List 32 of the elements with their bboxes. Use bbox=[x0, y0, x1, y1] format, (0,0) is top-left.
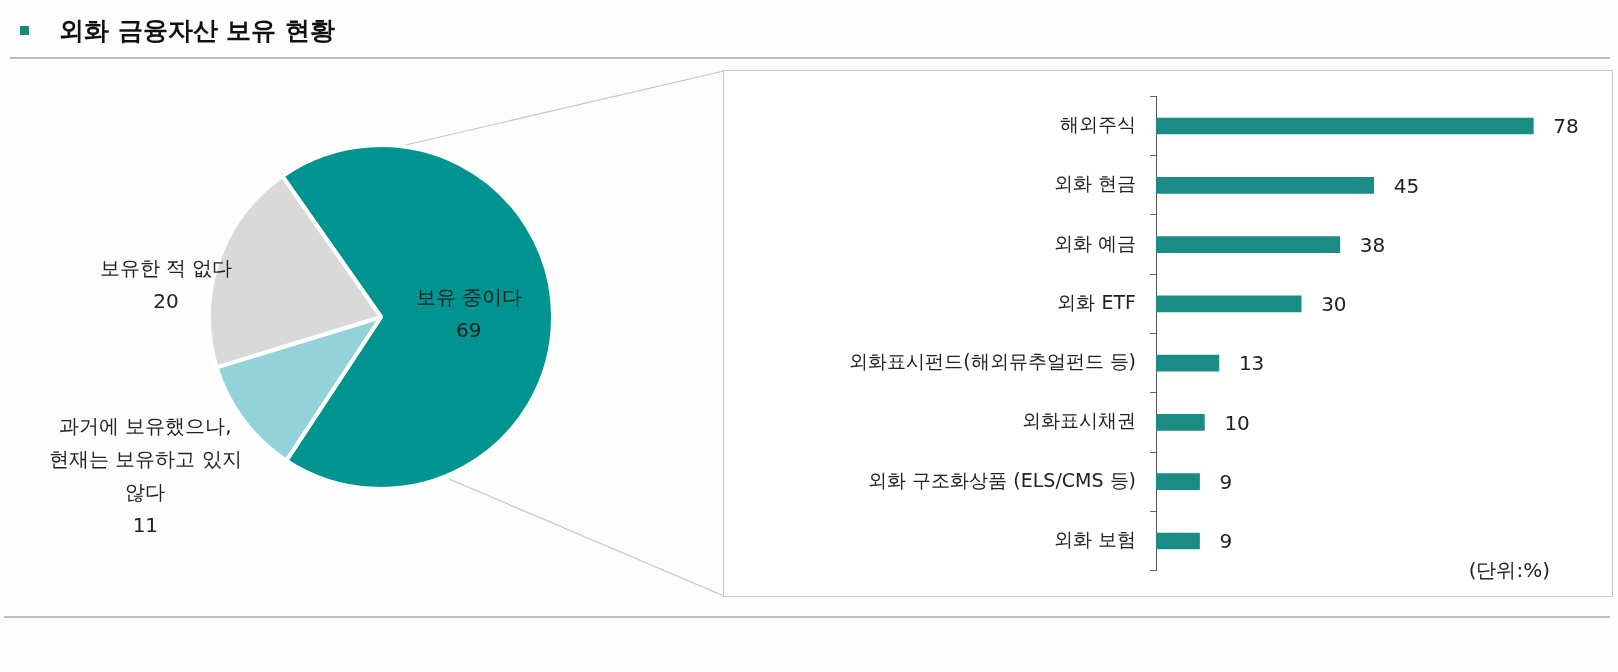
y-tick-label: 외화 ETF bbox=[1057, 290, 1136, 313]
data-label: 69 bbox=[455, 317, 482, 342]
data-label: 11 bbox=[132, 512, 159, 537]
chart-title: 외화 금융자산 보유 현황 bbox=[59, 14, 336, 47]
bar bbox=[1156, 117, 1534, 135]
bar bbox=[1156, 236, 1341, 253]
data-label: 30 bbox=[1321, 292, 1347, 317]
y-tick-label: 외화표시채권 bbox=[1022, 409, 1136, 432]
data-label: 9 bbox=[1219, 469, 1233, 494]
data-label: 9 bbox=[1219, 529, 1233, 554]
bar bbox=[1156, 354, 1220, 372]
bar bbox=[1156, 295, 1302, 313]
data-label: 78 bbox=[1553, 114, 1579, 139]
y-tick-label: 외화 보험 bbox=[1053, 527, 1136, 550]
data-label: 13 bbox=[1238, 351, 1265, 376]
annotation: (단위:%) bbox=[1468, 557, 1550, 584]
slice-label: 과거에 보유했으나, 현재는 보유하고 있지 않다 bbox=[49, 413, 242, 504]
data-label: 38 bbox=[1359, 232, 1386, 257]
bar bbox=[1156, 414, 1205, 431]
bar bbox=[1156, 176, 1375, 194]
data-label: 10 bbox=[1224, 410, 1250, 435]
bar bbox=[1156, 532, 1200, 550]
y-tick-label: 외화 예금 bbox=[1053, 231, 1136, 254]
y-tick-label: 외화 구조화상품 (ELS/CMS 등) bbox=[868, 468, 1136, 491]
y-tick-label: 외화표시펀드(해외뮤추얼펀드 등) bbox=[849, 350, 1136, 373]
slice-label: 보유 중이다 bbox=[415, 284, 522, 309]
y-tick-label: 외화 현금 bbox=[1053, 172, 1136, 195]
y-tick-label: 해외주식 bbox=[1060, 112, 1136, 135]
slice-label: 보유한 적 없다 bbox=[99, 255, 233, 280]
data-label: 45 bbox=[1393, 173, 1420, 198]
bar bbox=[1156, 473, 1200, 491]
data-label: 20 bbox=[153, 288, 179, 313]
